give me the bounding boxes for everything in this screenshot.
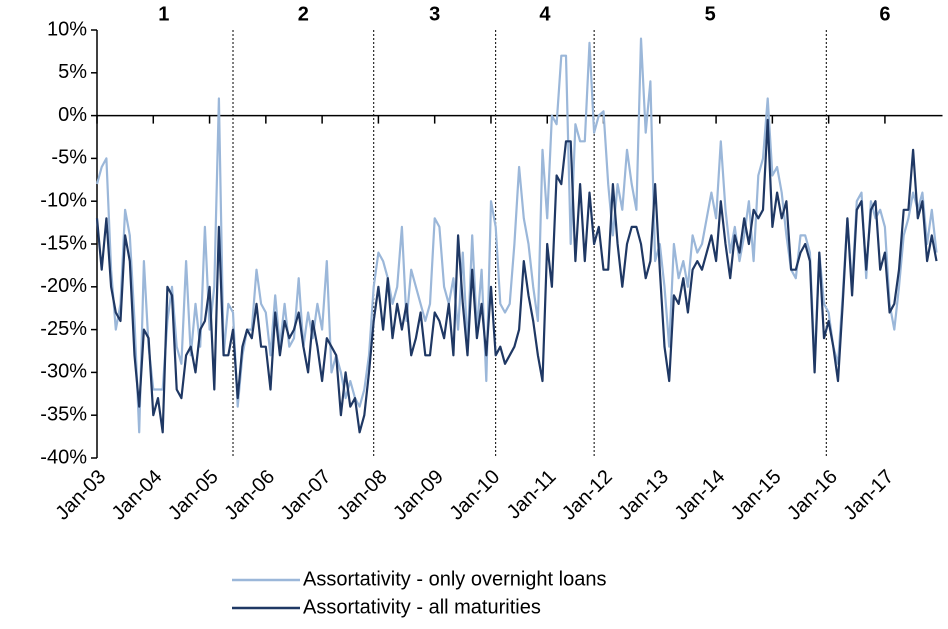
y-tick-label: -15%: [40, 232, 87, 254]
y-tick-label: -5%: [51, 147, 87, 169]
x-tick-label: Jan-03: [51, 466, 110, 525]
x-tick-label: Jan-07: [277, 466, 336, 525]
x-tick-label: Jan-04: [108, 466, 167, 525]
period-label: 6: [879, 3, 890, 25]
x-tick-label: Jan-15: [727, 466, 786, 525]
x-tick-label: Jan-14: [671, 466, 730, 525]
y-tick-label: 10%: [47, 18, 87, 40]
x-tick-label: Jan-16: [783, 466, 842, 525]
period-label: 2: [298, 3, 309, 25]
y-tick-label: -35%: [40, 403, 87, 425]
x-tick-label: Jan-09: [389, 466, 448, 525]
x-tick-label: Jan-10: [445, 466, 504, 525]
y-tick-label: -20%: [40, 275, 87, 297]
y-tick-label: 5%: [58, 61, 87, 83]
legend-label: Assortativity - all maturities: [303, 596, 541, 618]
series-line: [95, 37, 938, 434]
y-tick-label: -30%: [40, 361, 87, 383]
y-tick-label: 0%: [58, 104, 87, 126]
period-label: 3: [429, 3, 440, 25]
y-tick-label: -25%: [40, 318, 87, 340]
x-tick-label: Jan-11: [503, 466, 561, 524]
x-tick-label: Jan-05: [164, 466, 223, 525]
x-tick-label: Jan-08: [333, 466, 392, 525]
y-tick-label: -40%: [40, 446, 87, 468]
legend-label: Assortativity - only overnight loans: [303, 568, 606, 590]
x-tick-label: Jan-13: [614, 466, 673, 525]
series-line: [95, 118, 938, 434]
period-label: 4: [539, 3, 551, 25]
x-tick-label: Jan-17: [839, 466, 898, 525]
y-tick-label: -10%: [40, 189, 87, 211]
x-tick-label: Jan-06: [220, 466, 279, 525]
period-label: 1: [158, 3, 169, 25]
period-label: 5: [705, 3, 716, 25]
x-tick-label: Jan-12: [558, 466, 617, 525]
